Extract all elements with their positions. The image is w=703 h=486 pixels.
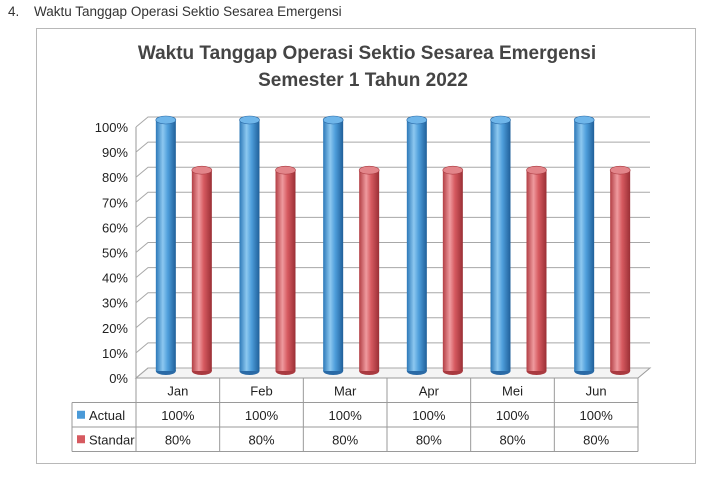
y-tick-label: 50% xyxy=(102,246,128,261)
bar-standar-apr xyxy=(442,165,464,375)
bar-standar-mei xyxy=(526,165,547,375)
gridline xyxy=(135,292,650,304)
data-label: 100% xyxy=(245,408,279,423)
bar-standar-feb xyxy=(275,165,296,375)
bar-top xyxy=(442,165,464,175)
bar-standar-mar xyxy=(358,165,380,375)
gridlines xyxy=(135,116,650,379)
data-label: 80% xyxy=(499,432,525,447)
bar-body xyxy=(526,170,547,371)
bar-body xyxy=(155,120,176,371)
gridline xyxy=(135,116,650,128)
legend-label-actual: Actual xyxy=(89,408,125,423)
bar-body xyxy=(191,170,212,371)
bars xyxy=(155,115,631,375)
y-tick-label: 40% xyxy=(102,271,128,286)
bar-actual-apr xyxy=(406,115,428,375)
gridline xyxy=(135,267,650,278)
bar-body xyxy=(610,170,631,371)
gridline xyxy=(135,191,650,203)
x-tick-label: Mei xyxy=(502,383,523,398)
x-tick-label: Apr xyxy=(419,383,440,398)
gridline xyxy=(135,367,650,379)
gridline xyxy=(135,141,650,153)
bar-body xyxy=(490,120,511,371)
bar-top xyxy=(239,115,260,125)
bar-top xyxy=(191,165,213,175)
data-label: 80% xyxy=(248,432,274,447)
data-label: 100% xyxy=(580,408,614,423)
chart-subtitle: Semester 1 Tahun 2022 xyxy=(258,70,468,91)
data-label: 80% xyxy=(416,432,442,447)
gridline xyxy=(135,166,650,178)
bar-top xyxy=(609,165,631,175)
floor xyxy=(134,367,652,379)
plot-walls xyxy=(134,127,652,379)
data-label: 100% xyxy=(496,408,530,423)
bar-top xyxy=(573,115,595,125)
y-tick-label: 60% xyxy=(102,220,128,235)
y-tick-label: 20% xyxy=(102,321,128,336)
section-title: Waktu Tanggap Operasi Sektio Sesarea Eme… xyxy=(34,4,342,19)
bar-body xyxy=(275,170,296,371)
bar-body xyxy=(359,170,380,371)
x-tick-label: Jan xyxy=(167,383,188,398)
legend-swatch-actual xyxy=(77,410,85,419)
data-label: 80% xyxy=(583,432,609,447)
bar-body xyxy=(442,170,463,371)
data-label: 80% xyxy=(165,432,191,447)
y-tick-label: 10% xyxy=(102,346,128,361)
bar-top xyxy=(406,115,428,125)
data-table: Jan Feb Mar Apr Mei Jun Actual 100% 100% 100% 100%… xyxy=(71,377,639,452)
bar-standar-jan xyxy=(191,165,213,375)
data-label: 100% xyxy=(412,408,446,423)
bar-top xyxy=(155,115,177,125)
bar-body xyxy=(574,120,595,371)
bar-actual-feb xyxy=(239,115,260,375)
y-tick-label: 30% xyxy=(102,296,128,311)
bar-top xyxy=(490,115,511,125)
bar-actual-jan xyxy=(155,115,177,375)
data-label: 100% xyxy=(161,408,195,423)
bar-actual-mar xyxy=(322,115,344,375)
section-number: 4. xyxy=(8,4,20,19)
legend-swatch-standar xyxy=(77,435,85,444)
bar-body xyxy=(323,120,344,371)
y-tick-label: 90% xyxy=(102,145,128,160)
bar-top xyxy=(526,165,547,175)
data-label: 80% xyxy=(332,432,358,447)
y-tick-label: 100% xyxy=(95,120,129,135)
bar-top xyxy=(322,115,344,125)
section-heading: 4. Waktu Tanggap Operasi Sektio Sesarea E… xyxy=(8,4,342,19)
bar-body xyxy=(239,120,260,371)
bar-standar-jun xyxy=(609,165,631,375)
bar-actual-jun xyxy=(573,115,595,375)
bar-top xyxy=(275,165,296,175)
bar-top xyxy=(358,165,380,175)
x-tick-label: Jun xyxy=(586,383,607,398)
legend-label-standar: Standar xyxy=(89,432,135,447)
gridline xyxy=(135,317,650,329)
x-tick-label: Mar xyxy=(334,383,357,398)
gridline xyxy=(135,216,650,228)
data-label: 100% xyxy=(329,408,363,423)
chart-title: Waktu Tanggap Operasi Sektio Sesarea Eme… xyxy=(138,43,596,64)
bar-body xyxy=(406,120,427,371)
gridline xyxy=(135,342,650,354)
y-tick-label: 80% xyxy=(102,170,128,185)
bar-actual-mei xyxy=(490,115,511,375)
gridline xyxy=(135,242,650,253)
x-tick-label: Feb xyxy=(250,383,272,398)
y-axis-ticks: 0% 10% 20% 30% 40% 50% 60% 70% 80% 90% 100% xyxy=(95,120,129,386)
y-tick-label: 70% xyxy=(102,195,128,210)
y-tick-label: 0% xyxy=(109,371,128,386)
